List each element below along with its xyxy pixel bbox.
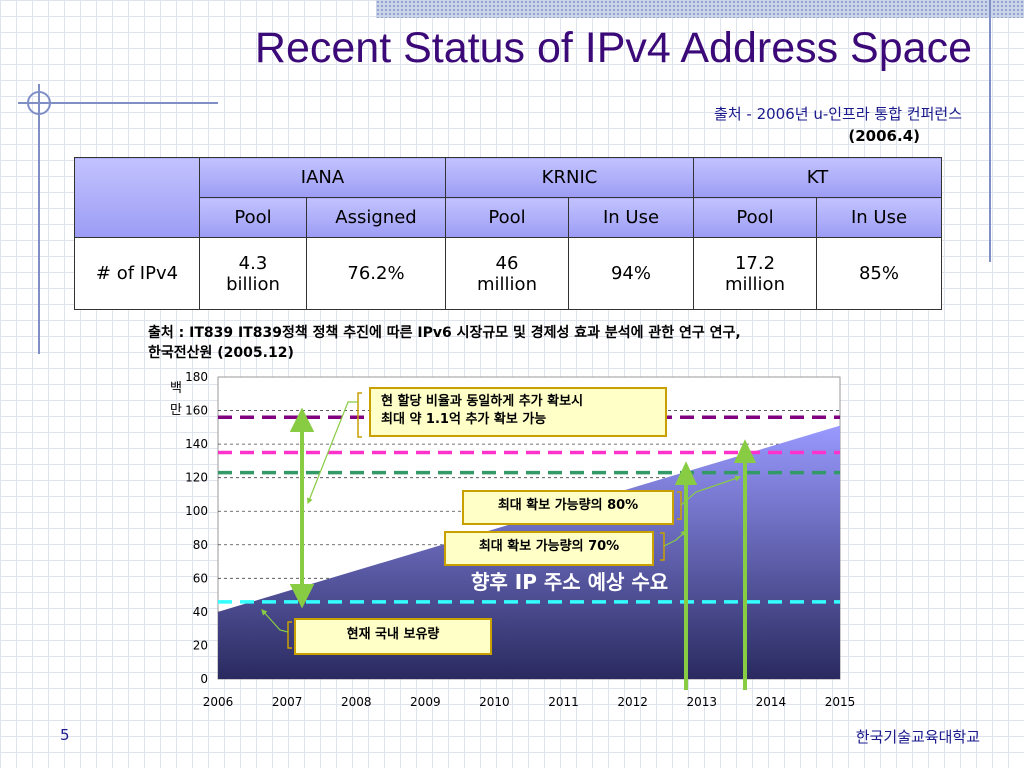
x-tick-label: 2008 — [341, 695, 372, 709]
callout-80-percent: 최대 확보 가능량의 80% — [462, 490, 674, 525]
gap-arrow-head-top — [289, 407, 315, 432]
header-band — [376, 0, 1024, 18]
cell-line: 4.3 — [238, 252, 268, 274]
y-tick-label: 20 — [193, 638, 208, 652]
cell-line: 85% — [858, 263, 899, 284]
chart-source-line: 한국전산원 (2005.12) — [148, 345, 294, 361]
table-row-label: # of IPv4 — [74, 237, 200, 310]
table-subheader: In Use — [568, 197, 694, 238]
y-tick-label: 100 — [185, 504, 208, 518]
decor-line-left — [38, 84, 40, 354]
table-subheader: Pool — [693, 197, 817, 238]
x-tick-label: 2012 — [617, 695, 648, 709]
cell-line: billion — [226, 273, 280, 295]
cell-line: 17.2 — [734, 252, 776, 274]
pointer-current — [261, 609, 289, 633]
chart-source-line: 출처 : IT839 IT839정책 정책 추진에 따른 IPv6 시장규모 및… — [148, 325, 741, 341]
bracket-70 — [660, 532, 665, 561]
slide-title: Recent Status of IPv4 Address Space — [254, 24, 972, 72]
table-group-kt: KT — [693, 157, 942, 198]
y-tick-label: 120 — [185, 471, 208, 485]
y-tick-label: 60 — [193, 571, 208, 585]
decor-ring — [27, 91, 51, 115]
x-tick-label: 2006 — [203, 695, 234, 709]
table-cell: 94% — [568, 237, 694, 310]
y-tick-label: 0 — [200, 672, 208, 686]
bracket-80 — [677, 491, 682, 520]
cell-line: million — [477, 273, 537, 295]
y-tick-label: 140 — [185, 437, 208, 451]
page-number: 5 — [60, 726, 70, 744]
table-subheader: Pool — [445, 197, 569, 238]
y-tick-label: 160 — [185, 404, 208, 418]
callout-70-percent: 최대 확보 가능량의 70% — [444, 531, 654, 566]
table-cell: 17.2 million — [693, 237, 817, 310]
bracket-max — [357, 392, 362, 438]
table-group-krnic: KRNIC — [445, 157, 694, 198]
x-tick-label: 2013 — [687, 695, 718, 709]
chart-source: 출처 : IT839 IT839정책 정책 추진에 따른 IPv6 시장규모 및… — [148, 323, 908, 363]
table-cell: 76.2% — [306, 237, 446, 310]
cell-line: 76.2% — [347, 263, 405, 284]
y-axis-label-1: 백 — [170, 381, 182, 396]
source-caption: 출처 - 2006년 u-인프라 통합 컨퍼런스 — [714, 105, 962, 123]
x-tick-label: 2007 — [272, 695, 303, 709]
table-subheader: Pool — [199, 197, 307, 238]
table-subheader: Assigned — [306, 197, 446, 238]
arrow-max-head — [733, 439, 757, 463]
x-tick-label: 2010 — [479, 695, 510, 709]
arrow-80-head — [674, 461, 698, 485]
source-date: (2006.4) — [848, 127, 920, 145]
callout-max-additional: 현 할당 비율과 동일하게 추가 확보시 최대 약 1.1억 추가 확보 가능 — [369, 387, 667, 437]
cell-line: 94% — [610, 263, 651, 284]
pointer-max — [306, 401, 358, 505]
bracket-current — [287, 621, 292, 649]
table-subheader: In Use — [816, 197, 942, 238]
y-tick-labels: 0 20 40 60 80 100 120 140 160 180 — [185, 370, 208, 686]
y-axis-label-2: 만 — [170, 403, 182, 418]
x-tick-labels: 2006 2007 2008 2009 2010 2011 2012 2013 2014 2015 — [203, 695, 856, 709]
cell-line: 46 — [495, 252, 519, 274]
x-tick-label: 2014 — [756, 695, 787, 709]
decor-line-right — [989, 0, 991, 262]
x-tick-label: 2015 — [825, 695, 856, 709]
table-cell: 85% — [816, 237, 942, 310]
x-tick-label: 2009 — [410, 695, 441, 709]
table-cell: 4.3 billion — [199, 237, 307, 310]
table-corner-cell — [74, 157, 200, 238]
y-tick-label: 180 — [185, 370, 208, 384]
y-tick-label: 40 — [193, 605, 208, 619]
cell-line: million — [725, 273, 785, 295]
callout-line: 최대 약 1.1억 추가 확보 가능 — [381, 412, 547, 427]
gap-arrow-head-bottom — [289, 584, 315, 609]
ipv4-table: IANA KRNIC KT Pool Assigned Pool In Use … — [74, 157, 942, 310]
x-tick-label: 2011 — [548, 695, 579, 709]
table-group-iana: IANA — [199, 157, 446, 198]
y-tick-label: 80 — [193, 538, 208, 552]
callout-line: 현 할당 비율과 동일하게 추가 확보시 — [381, 394, 584, 409]
pointer-70 — [663, 530, 687, 547]
footer-university: 한국기술교육대학교 — [855, 728, 980, 746]
decor-line-horizontal — [18, 102, 218, 104]
callout-current-holdings: 현재 국내 보유량 — [294, 618, 492, 655]
demand-label: 향후 IP 주소 예상 수요 — [471, 570, 669, 594]
